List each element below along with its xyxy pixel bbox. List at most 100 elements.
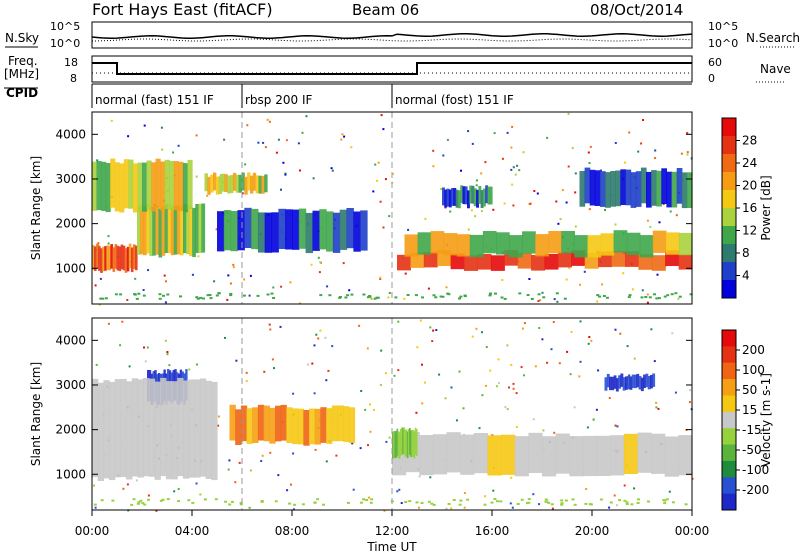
echo-block <box>647 376 651 390</box>
echo-block <box>393 431 395 458</box>
echo-block <box>100 248 103 273</box>
beam-label: Beam 06 <box>352 1 419 19</box>
time-axis: 00:00 04:00 08:00 12:00 16:00 20:00 00:00 <box>75 510 709 538</box>
scatter-speckle <box>583 270 586 273</box>
cpid-mode-label: normal (fost) 151 IF <box>395 93 514 107</box>
scatter-speckle <box>326 285 329 288</box>
echo-block <box>247 172 251 191</box>
scatter-speckle <box>161 148 164 151</box>
scatter-speckle <box>631 288 634 291</box>
echo-block <box>238 174 242 193</box>
echo-block <box>92 378 99 478</box>
scatter-speckle <box>160 126 163 129</box>
ground-scatter-speckle <box>434 296 438 299</box>
x-tick-label: 12:00 <box>375 524 410 538</box>
scatter-speckle <box>475 327 478 330</box>
ground-scatter-speckle <box>166 498 170 501</box>
noise-right-tick-top: 10^5 <box>708 20 738 33</box>
scatter-speckle <box>369 430 372 433</box>
scatter-speckle <box>269 328 272 331</box>
echo-block <box>176 205 181 255</box>
scatter-speckle <box>650 328 653 331</box>
ground-scatter-speckle <box>466 498 470 501</box>
scatter-speckle <box>579 283 582 286</box>
echo-block <box>609 376 612 391</box>
echo-block <box>477 254 492 270</box>
ground-scatter-speckle <box>544 500 548 503</box>
scatter-speckle <box>592 418 595 421</box>
ground-scatter-speckle <box>229 292 233 295</box>
echo-block <box>535 234 549 257</box>
ground-scatter-speckle <box>555 292 559 295</box>
scatter-speckle <box>219 174 222 177</box>
scatter-speckle <box>359 447 362 450</box>
echo-block <box>151 162 157 212</box>
scatter-speckle <box>352 488 355 491</box>
scatter-speckle <box>449 210 452 213</box>
colorbar-tick-label: 4 <box>742 269 750 283</box>
echo-block <box>455 189 459 208</box>
scatter-speckle <box>614 223 617 226</box>
scatter-speckle <box>686 132 689 134</box>
scatter-speckle <box>484 495 487 498</box>
scatter-speckle <box>206 194 209 197</box>
ground-scatter-speckle <box>313 501 317 504</box>
echo-block <box>460 185 464 204</box>
scatter-speckle <box>512 204 515 207</box>
ground-scatter-speckle <box>573 503 577 506</box>
colorbar-tick-label: -100 <box>742 463 769 477</box>
echo-block <box>105 163 111 213</box>
echo-block <box>353 211 361 252</box>
scatter-speckle <box>110 119 113 122</box>
echo-block <box>656 170 662 207</box>
scatter-speckle <box>541 338 544 341</box>
ground-scatter-speckle <box>346 294 350 297</box>
echo-block <box>213 172 217 191</box>
freq-tick-bottom: 8 <box>70 72 77 85</box>
echo-block <box>183 203 187 253</box>
scatter-speckle <box>616 504 618 507</box>
echo-block <box>485 185 489 204</box>
ground-scatter-speckle <box>526 294 530 296</box>
echo-block <box>98 246 101 271</box>
scatter-speckle <box>404 272 407 275</box>
ground-scatter-speckle <box>143 503 147 506</box>
echo-block <box>456 234 471 257</box>
scatter-speckle <box>142 289 145 291</box>
scatter-speckle <box>689 389 692 392</box>
echo-block <box>406 431 409 459</box>
echo-block <box>620 373 624 387</box>
ground-scatter-speckle <box>602 295 606 297</box>
colorbar-tick-label: -50 <box>742 443 762 457</box>
scatter-speckle <box>385 440 388 443</box>
ground-scatter-speckle <box>177 500 181 503</box>
scatter-speckle <box>515 425 518 428</box>
echo-block <box>460 434 475 475</box>
colorbar-swatch <box>722 395 736 413</box>
scatter-speckle <box>601 283 604 286</box>
scatter-speckle <box>147 494 150 497</box>
ground-scatter-speckle <box>328 294 332 297</box>
scatter-speckle <box>126 483 129 486</box>
ground-scatter-speckle <box>366 296 370 299</box>
scatter-speckle <box>571 147 574 150</box>
scatter-speckle <box>377 161 380 164</box>
echo-block <box>149 206 153 256</box>
echo-block <box>626 232 641 255</box>
echo-block <box>681 172 688 209</box>
scatter-speckle <box>369 403 372 406</box>
echo-block <box>453 188 457 206</box>
ground-scatter-speckle <box>242 294 246 297</box>
echo-block <box>221 173 225 192</box>
echo-block <box>332 212 341 253</box>
echo-block <box>432 434 448 475</box>
ground-scatter-speckle <box>224 500 227 503</box>
ground-scatter-speckle <box>689 293 693 296</box>
scatter-speckle <box>127 135 130 138</box>
scatter-speckle <box>446 138 449 141</box>
echo-block <box>102 246 105 272</box>
scatter-speckle <box>280 188 282 191</box>
ground-scatter-speckle <box>293 503 297 506</box>
scatter-speckle <box>195 134 198 137</box>
scatter-speckle <box>432 165 435 168</box>
